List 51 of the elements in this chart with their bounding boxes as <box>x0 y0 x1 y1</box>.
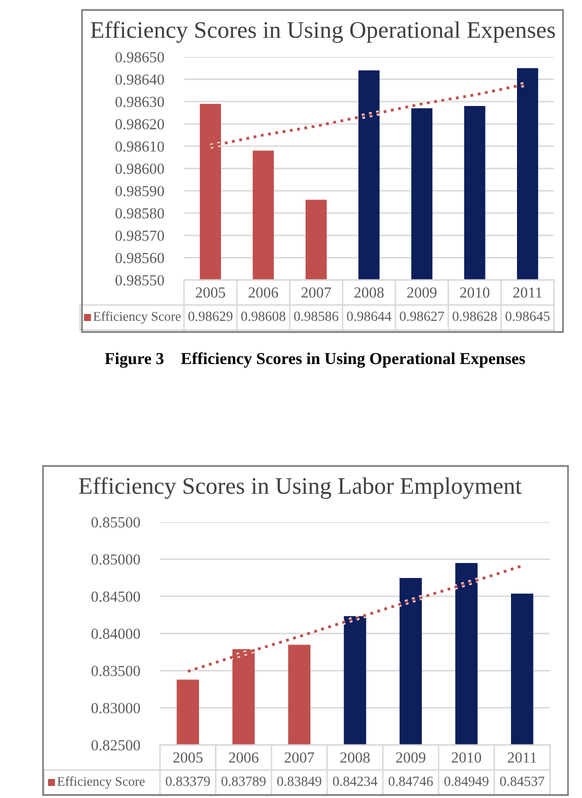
chart-title: Efficiency Scores in Using Operational Expenses <box>90 21 555 43</box>
data-label: 0.84234 <box>332 776 378 786</box>
y-tick-label: 0.84000 <box>91 628 140 640</box>
y-tick-label: 0.98610 <box>115 141 164 152</box>
y-tick-label: 0.85500 <box>91 517 140 528</box>
y-tick-label: 0.98550 <box>115 275 164 286</box>
y-tick-label: 0.83000 <box>91 702 140 714</box>
y-tick-label: 0.98580 <box>115 208 164 219</box>
y-tick-label: 0.85000 <box>91 554 140 565</box>
y-tick-label: 0.82500 <box>91 740 140 751</box>
x-tick-label: 2010 <box>460 287 490 298</box>
x-tick-label: 2005 <box>173 752 203 763</box>
x-tick-label: 2011 <box>508 752 536 763</box>
data-label: 0.84949 <box>444 776 488 786</box>
y-tick-label: 0.98640 <box>115 74 164 85</box>
x-tick-label: 2007 <box>302 287 331 298</box>
data-label: 0.83849 <box>277 776 322 786</box>
x-tick-label: 2005 <box>196 287 226 298</box>
legend-label: Efficiency Score <box>93 311 181 324</box>
y-tick-label: 0.98630 <box>115 96 164 108</box>
data-label: 0.98608 <box>241 312 286 322</box>
x-tick-label: 2011 <box>513 287 542 298</box>
data-label: 0.98627 <box>400 312 444 322</box>
chart-title: Efficiency Scores in Using Labor Employment <box>78 477 522 499</box>
y-tick-label: 0.83500 <box>91 666 140 676</box>
y-tick-label: 0.98620 <box>115 119 164 130</box>
x-tick-label: 2008 <box>340 752 370 763</box>
data-label: 0.98628 <box>452 312 497 322</box>
y-tick-label: 0.98560 <box>115 252 164 264</box>
x-tick-label: 2008 <box>354 287 384 298</box>
caption: Figure 3 Efficiency Scores in Using Operational Expenses <box>104 352 525 368</box>
legend-label: Efficiency Score <box>57 776 145 789</box>
x-tick-label: 2010 <box>452 752 482 763</box>
data-label: 0.83379 <box>166 776 210 786</box>
data-label: 0.98645 <box>506 312 550 322</box>
data-label: 0.98586 <box>294 312 338 322</box>
y-tick-label: 0.84500 <box>91 591 140 602</box>
x-tick-label: 2009 <box>396 752 426 763</box>
y-tick-label: 0.98650 <box>115 52 164 63</box>
x-tick-label: 2006 <box>228 752 258 763</box>
y-tick-label: 0.98570 <box>115 230 164 241</box>
x-tick-label: 2009 <box>407 287 437 298</box>
y-tick-label: 0.98590 <box>115 186 164 196</box>
data-label: 0.83789 <box>222 776 266 786</box>
y-tick-label: 0.98600 <box>115 164 164 174</box>
data-label: 0.98644 <box>346 312 392 322</box>
x-tick-label: 2006 <box>248 287 278 298</box>
data-label: 0.84537 <box>500 776 544 786</box>
data-label: 0.84746 <box>388 776 433 786</box>
x-tick-label: 2007 <box>284 752 314 763</box>
data-label: 0.98629 <box>188 312 232 322</box>
